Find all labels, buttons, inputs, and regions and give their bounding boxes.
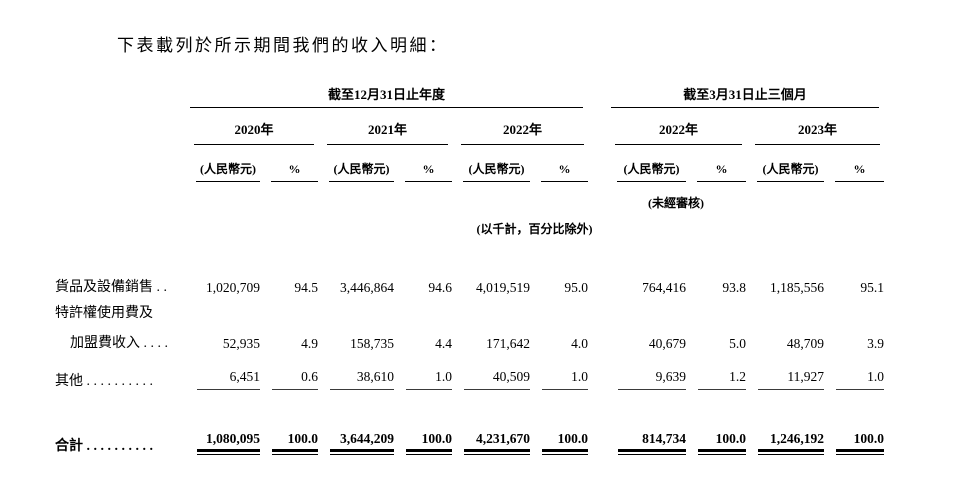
column-spacer (588, 352, 606, 390)
row-label: 加盟費收入 . . . . (70, 336, 168, 351)
cell-value: 94.5 (294, 280, 318, 295)
cell-value: 764,416 (642, 280, 686, 295)
subheader-row: (人民幣元) % (人民幣元) % (人民幣元) % (人民幣元) % (人民幣… (55, 145, 884, 182)
group-header-row: 截至12月31日止年度 截至3月31日止三個月 (55, 84, 884, 108)
table-row-goods-equipment-sales: 貨品及設備銷售 . . 1,020,709 94.5 3,446,864 94.… (55, 270, 884, 296)
year-header-2020: 2020年 (194, 119, 314, 145)
percent-header: % (835, 162, 884, 182)
spacer-row (55, 240, 884, 270)
cell-value: 48,709 (786, 336, 824, 351)
cell-value: 40,509 (464, 369, 530, 390)
currency-header: (人民幣元) (757, 160, 824, 182)
total-value: 100.0 (542, 431, 588, 452)
row-label: 特許權使用費及 (55, 306, 153, 321)
units-note: (以千計，百分比除外) (476, 222, 593, 236)
year-header-row: 2020年 2021年 2022年 2022年 2023年 (55, 108, 884, 145)
currency-header: (人民幣元) (617, 160, 686, 182)
spacer-row (55, 390, 884, 424)
total-value: 1,246,192 (758, 431, 824, 452)
cell-value: 4.4 (435, 336, 452, 351)
percent-header: % (405, 162, 452, 182)
year-header-2021: 2021年 (327, 119, 448, 145)
table-row-franchise-fee-income: 加盟費收入 . . . . 52,935 4.9 158,735 4.4 171… (55, 322, 884, 352)
table-row-royalty-label: 特許權使用費及 (55, 296, 884, 322)
cell-value: 94.6 (428, 280, 452, 295)
row-label: 貨品及設備銷售 . . (55, 280, 167, 295)
total-label: 合計 . . . . . . . . . . (55, 439, 153, 454)
column-spacer (588, 84, 606, 108)
cell-value: 38,610 (330, 369, 394, 390)
row-label: 其他 . . . . . . . . . . (55, 374, 153, 389)
table-row-total: 合計 . . . . . . . . . . 1,080,095 100.0 3… (55, 424, 884, 455)
cell-value: 40,679 (648, 336, 686, 351)
cell-value: 1,020,709 (206, 280, 260, 295)
group-header-annual-label: 截至12月31日止年度 (190, 84, 583, 108)
cell-value: 1,185,556 (770, 280, 824, 295)
cell-value: 11,927 (758, 369, 824, 390)
percent-header: % (271, 162, 318, 182)
column-spacer (588, 424, 606, 455)
cell-value: 6,451 (197, 369, 260, 390)
cell-value: 1.0 (406, 369, 452, 390)
cell-value: 4,019,519 (476, 280, 530, 295)
column-spacer (588, 322, 606, 352)
cell-value: 158,735 (350, 336, 394, 351)
cell-value: 1.0 (836, 369, 884, 390)
percent-header: % (697, 162, 746, 182)
total-value: 814,734 (618, 431, 686, 452)
currency-header: (人民幣元) (463, 160, 530, 182)
group-header-quarterly-label: 截至3月31日止三個月 (611, 84, 879, 108)
intro-text: 下表載列於所示期間我們的收入明細： (117, 36, 449, 55)
cell-value: 1.0 (542, 369, 588, 390)
currency-header: (人民幣元) (329, 160, 394, 182)
total-value: 100.0 (698, 431, 746, 452)
cell-value: 9,639 (618, 369, 686, 390)
column-spacer (588, 270, 606, 296)
total-value: 1,080,095 (197, 431, 260, 452)
total-value: 3,644,209 (330, 431, 394, 452)
cell-value: 93.8 (722, 280, 746, 295)
total-value: 4,231,670 (464, 431, 530, 452)
unaudited-note: (未經審核) (648, 196, 704, 210)
table-row-others: 其他 . . . . . . . . . . 6,451 0.6 38,610 … (55, 352, 884, 390)
cell-value: 5.0 (729, 336, 746, 351)
cell-value: 3.9 (867, 336, 884, 351)
currency-header: (人民幣元) (196, 160, 260, 182)
units-note-row: (以千計，百分比除外) (55, 214, 884, 240)
cell-value: 1.2 (698, 369, 746, 390)
unaudited-note-row: (未經審核) (55, 182, 884, 214)
cell-value: 171,642 (486, 336, 530, 351)
cell-value: 95.1 (860, 280, 884, 295)
group-header-quarterly: 截至3月31日止三個月 (606, 84, 884, 108)
cell-value: 95.0 (564, 280, 588, 295)
cell-value: 4.0 (571, 336, 588, 351)
year-header-2022-q1: 2022年 (615, 119, 742, 145)
total-value: 100.0 (272, 431, 318, 452)
cell-value: 4.9 (301, 336, 318, 351)
revenue-table: 截至12月31日止年度 截至3月31日止三個月 2020年 2021年 2022… (55, 84, 884, 455)
cell-value: 3,446,864 (340, 280, 394, 295)
cell-value: 52,935 (222, 336, 260, 351)
column-spacer (588, 108, 606, 145)
year-header-2022: 2022年 (461, 119, 584, 145)
cell-value: 0.6 (272, 369, 318, 390)
total-value: 100.0 (836, 431, 884, 452)
percent-header: % (541, 162, 588, 182)
column-spacer (588, 145, 606, 182)
group-header-annual: 截至12月31日止年度 (185, 84, 588, 108)
year-header-2023-q1: 2023年 (755, 119, 880, 145)
total-value: 100.0 (406, 431, 452, 452)
